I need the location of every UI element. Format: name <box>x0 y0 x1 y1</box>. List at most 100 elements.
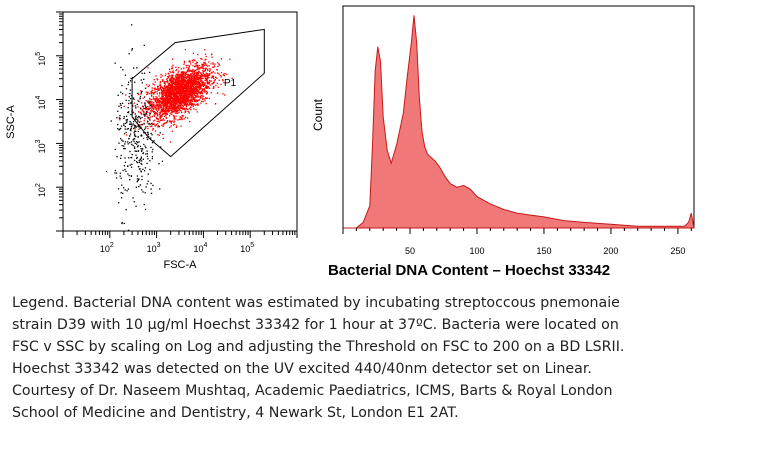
gated-event-point <box>179 88 182 90</box>
gated-event-point <box>192 105 194 108</box>
gated-event-point <box>179 82 181 84</box>
gated-event-point <box>181 92 184 94</box>
debris-event-point <box>131 49 133 51</box>
debris-event-point <box>136 143 138 145</box>
debris-event-point <box>153 140 155 142</box>
gated-event-point <box>171 71 174 73</box>
debris-event-point <box>129 123 131 125</box>
gated-event-point <box>181 71 184 73</box>
gated-event-point <box>176 103 179 105</box>
gated-event-point <box>174 89 177 91</box>
debris-event-point <box>149 113 151 115</box>
gated-event-point <box>179 93 181 95</box>
figure-legend: Legend. Bacterial DNA content was estima… <box>12 292 772 424</box>
debris-event-point <box>122 192 124 194</box>
gated-event-point <box>158 87 160 90</box>
gated-event-point <box>173 116 175 118</box>
debris-event-point <box>118 117 120 119</box>
gated-event-point <box>150 111 152 113</box>
debris-event-point <box>146 111 148 113</box>
gated-event-point <box>188 112 190 114</box>
gated-event-point <box>166 87 168 89</box>
gated-event-point <box>159 100 162 102</box>
gate-p1-outline[interactable] <box>131 28 265 158</box>
gated-event-point <box>224 94 226 96</box>
gated-event-point <box>201 74 203 76</box>
gated-event-point <box>197 103 199 105</box>
gated-event-point <box>216 82 219 84</box>
gated-event-point <box>180 68 182 70</box>
gated-event-point <box>202 95 205 97</box>
gated-event-point <box>159 101 161 103</box>
debris-event-point <box>130 97 132 100</box>
debris-event-point <box>123 133 126 135</box>
gated-event-point <box>152 83 154 85</box>
gated-event-point <box>187 89 189 91</box>
debris-event-point <box>153 111 155 113</box>
gated-event-point <box>136 125 138 127</box>
debris-event-point <box>135 126 137 128</box>
debris-event-point <box>119 103 122 105</box>
gated-event-point <box>165 94 167 96</box>
gated-event-point <box>173 95 175 97</box>
debris-event-point <box>152 184 154 187</box>
gated-event-point <box>210 92 212 94</box>
gated-event-point <box>160 97 162 99</box>
gated-event-point <box>169 113 171 115</box>
gated-event-point <box>167 95 170 97</box>
gated-event-point <box>210 77 213 79</box>
gated-event-point <box>170 104 172 106</box>
gated-event-point <box>163 111 166 113</box>
debris-event-point <box>124 141 127 143</box>
debris-event-point <box>118 129 120 131</box>
debris-event-point <box>125 119 127 121</box>
debris-event-point <box>120 125 123 127</box>
gated-event-point <box>151 102 153 104</box>
debris-event-point <box>132 97 135 99</box>
gated-event-point <box>133 102 135 104</box>
gated-event-point <box>192 76 194 78</box>
gated-event-point <box>174 102 176 105</box>
gated-event-point <box>139 111 141 114</box>
gated-event-point <box>189 92 191 94</box>
debris-event-point <box>127 165 129 167</box>
gated-event-point <box>212 75 214 77</box>
debris-event-point <box>124 168 126 171</box>
gated-event-point <box>169 94 171 97</box>
gated-event-point <box>184 99 186 101</box>
gated-event-point <box>171 76 173 78</box>
gated-event-point <box>196 90 198 92</box>
gated-event-point <box>189 79 191 81</box>
debris-event-point <box>134 138 136 140</box>
gated-event-point <box>206 80 208 82</box>
gated-event-point <box>165 103 167 106</box>
gated-event-point <box>187 117 189 119</box>
gated-event-point <box>195 87 197 90</box>
debris-event-point <box>139 118 142 120</box>
gated-event-point <box>161 101 163 103</box>
gated-event-point <box>198 99 200 101</box>
gated-event-point <box>202 66 204 68</box>
gated-event-point <box>215 84 217 87</box>
gated-event-point <box>149 102 151 104</box>
gated-event-point <box>202 70 204 72</box>
gated-event-point <box>205 79 207 81</box>
gated-event-point <box>184 116 187 118</box>
gated-event-point <box>223 75 225 77</box>
debris-event-point <box>143 122 145 125</box>
gated-event-point <box>178 90 180 93</box>
debris-event-point <box>134 113 136 115</box>
gated-event-point <box>157 104 160 106</box>
gated-event-point <box>156 88 158 90</box>
gated-event-point <box>174 87 177 90</box>
debris-event-point <box>148 123 150 125</box>
debris-event-point <box>149 168 151 171</box>
gated-event-point <box>206 78 209 80</box>
gated-event-point <box>161 92 163 94</box>
gated-event-point <box>166 122 168 124</box>
gated-event-point <box>160 117 162 119</box>
gated-event-point <box>166 104 168 106</box>
gated-event-point <box>183 93 185 95</box>
gated-event-point <box>150 90 152 93</box>
